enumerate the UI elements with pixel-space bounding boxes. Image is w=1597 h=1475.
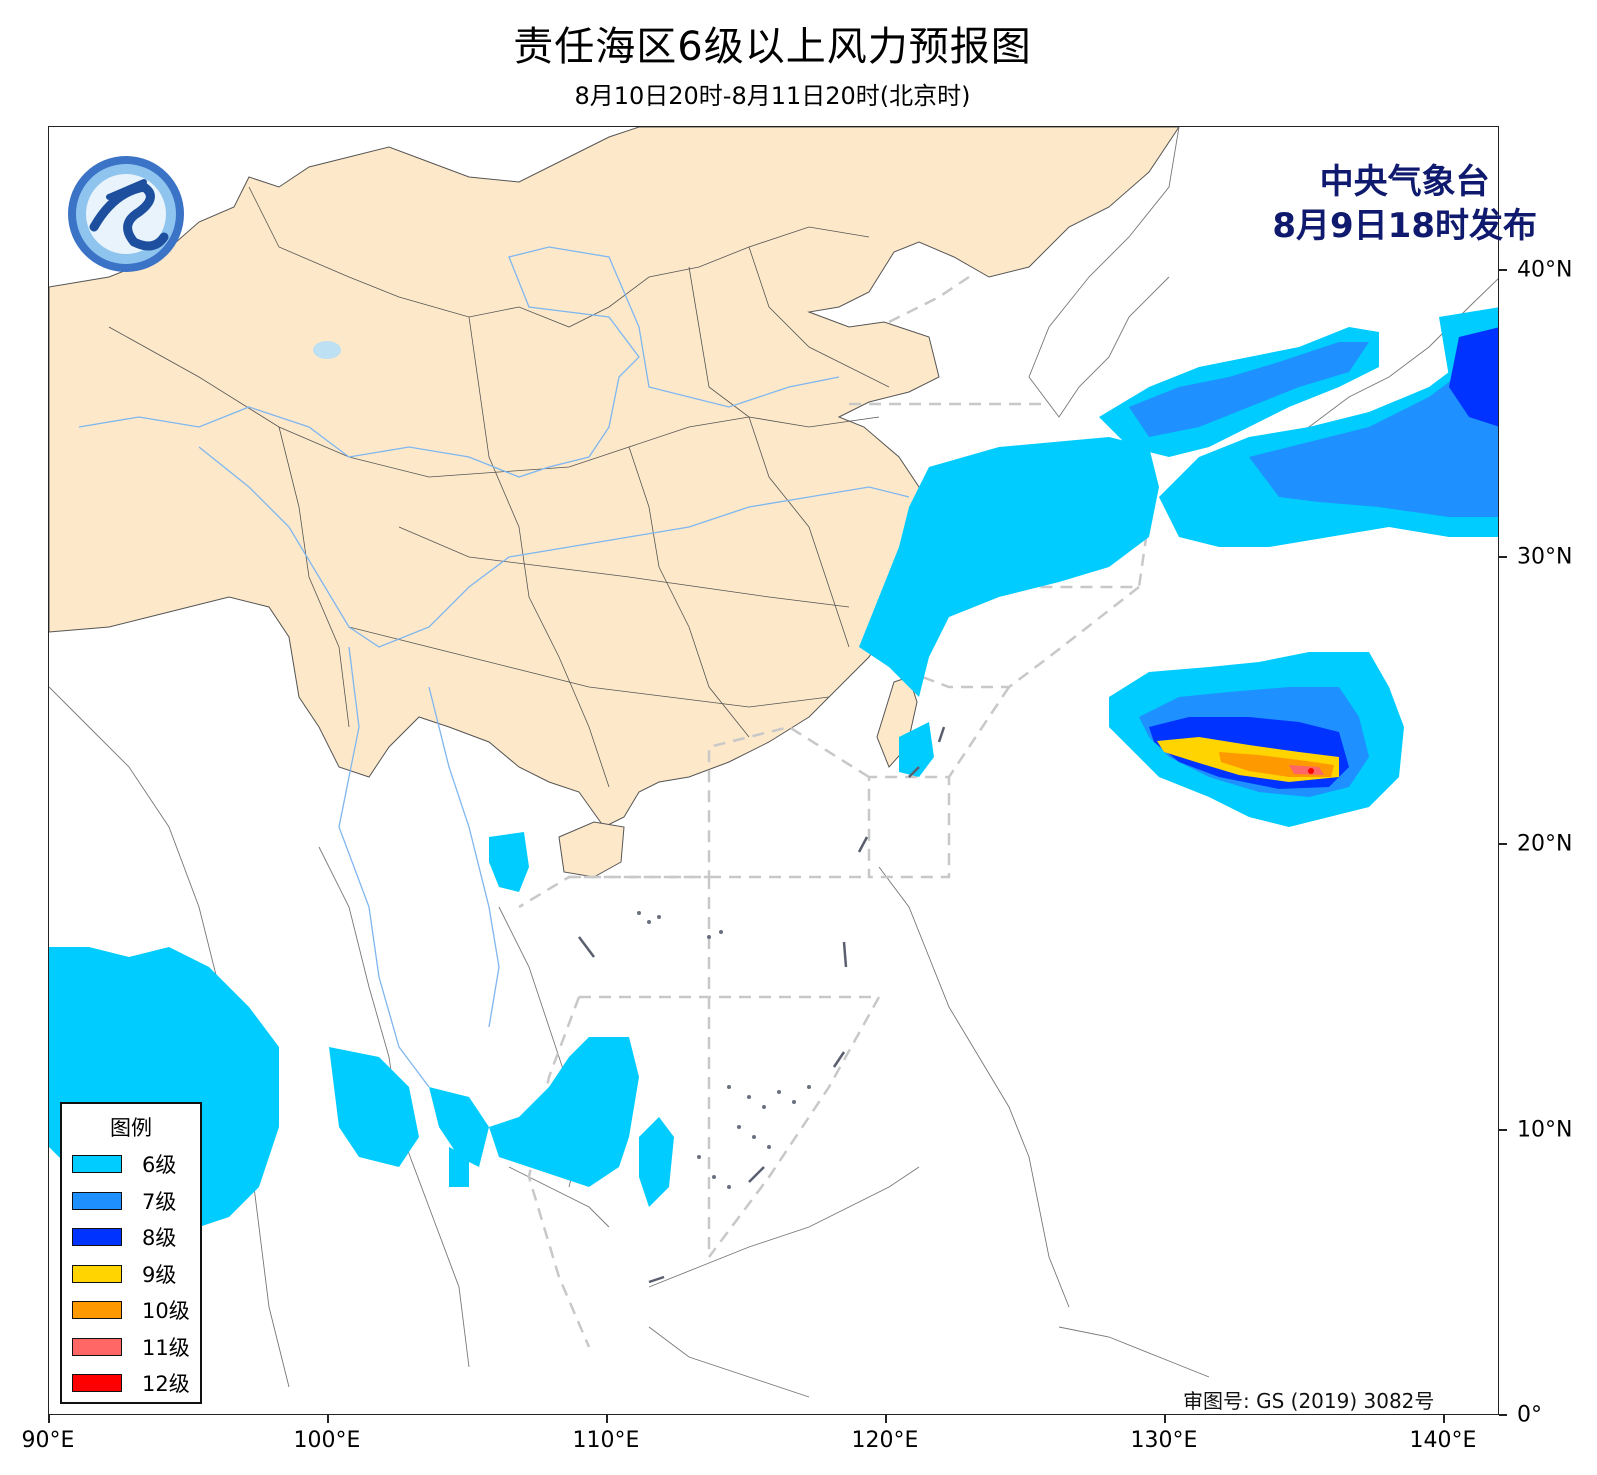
legend-swatch — [72, 1191, 122, 1210]
y-tick-mark — [1499, 556, 1507, 558]
x-tick-label: 100°E — [293, 1428, 361, 1453]
issuer-name: 中央气象台 — [1319, 162, 1490, 202]
legend-title: 图例 — [110, 1116, 152, 1140]
y-tick-label: 40°N — [1517, 257, 1573, 283]
x-tick-mark — [606, 1415, 608, 1423]
province-borders — [108, 186, 890, 788]
hainan-island — [558, 821, 625, 878]
x-tick-mark — [48, 1415, 50, 1423]
map-canvas — [49, 127, 1498, 1398]
legend-swatch — [72, 1264, 122, 1283]
legend-item: 6级 — [62, 1146, 200, 1183]
y-tick-label: 0° — [1517, 1402, 1542, 1428]
south-china-sea-islands — [637, 911, 811, 1189]
cma-logo-icon — [68, 156, 184, 272]
qinghai-lake — [313, 341, 341, 359]
china-landmass — [49, 127, 1180, 828]
legend-swatch — [72, 1374, 122, 1393]
legend-swatch — [72, 1155, 122, 1174]
legend-item: 7级 — [62, 1183, 200, 1220]
map-title: 责任海区6级以上风力预报图 — [513, 24, 1032, 70]
y-tick-label: 30°N — [1517, 544, 1573, 570]
x-tick-mark — [885, 1415, 887, 1423]
legend-label: 8级 — [142, 1226, 177, 1251]
legend-item: 11级 — [62, 1329, 200, 1366]
legend-label: 12级 — [142, 1372, 190, 1397]
y-tick-mark — [1499, 1129, 1507, 1131]
review-number: 审图号: GS (2019) 3082号 — [1183, 1389, 1435, 1413]
y-tick-label: 10°N — [1517, 1117, 1573, 1143]
legend-label: 10级 — [142, 1299, 190, 1324]
x-tick-label: 90°E — [21, 1428, 75, 1453]
x-tick-label: 110°E — [572, 1428, 640, 1453]
x-tick-mark — [327, 1415, 329, 1423]
map-area — [48, 126, 1499, 1415]
y-tick-mark — [1499, 843, 1507, 845]
legend-item: 9级 — [62, 1256, 200, 1293]
legend-swatch — [72, 1337, 122, 1356]
responsibility-zones — [518, 275, 1151, 1348]
rivers — [78, 246, 910, 1088]
legend: 图例 6级 7级 8级 9级 10级 11级 12级 — [60, 1102, 202, 1404]
legend-item: 10级 — [62, 1292, 200, 1329]
y-tick-mark — [1499, 1414, 1507, 1416]
map-subtitle: 8月10日20时-8月11日20时(北京时) — [574, 82, 971, 110]
legend-label: 7级 — [142, 1189, 177, 1214]
y-tick-label: 20°N — [1517, 831, 1573, 857]
legend-swatch — [72, 1301, 122, 1320]
x-tick-mark — [1443, 1415, 1445, 1423]
x-tick-label: 140°E — [1409, 1428, 1477, 1453]
legend-swatch — [72, 1228, 122, 1247]
x-tick-mark — [1164, 1415, 1166, 1423]
legend-label: 9级 — [142, 1262, 177, 1287]
x-tick-label: 130°E — [1130, 1428, 1198, 1453]
issuer-block: 中央气象台 8月9日18时发布 — [1272, 160, 1537, 248]
legend-item: 12级 — [62, 1365, 200, 1402]
y-tick-mark — [1499, 269, 1507, 271]
issuer-time: 8月9日18时发布 — [1272, 206, 1537, 246]
legend-label: 6级 — [142, 1153, 177, 1178]
wind-level-11 — [1289, 765, 1324, 775]
legend-label: 11级 — [142, 1335, 190, 1360]
wind-level-12 — [1308, 768, 1314, 774]
nine-dash-line — [578, 726, 946, 1284]
legend-item: 8级 — [62, 1219, 200, 1256]
x-tick-label: 120°E — [851, 1428, 919, 1453]
